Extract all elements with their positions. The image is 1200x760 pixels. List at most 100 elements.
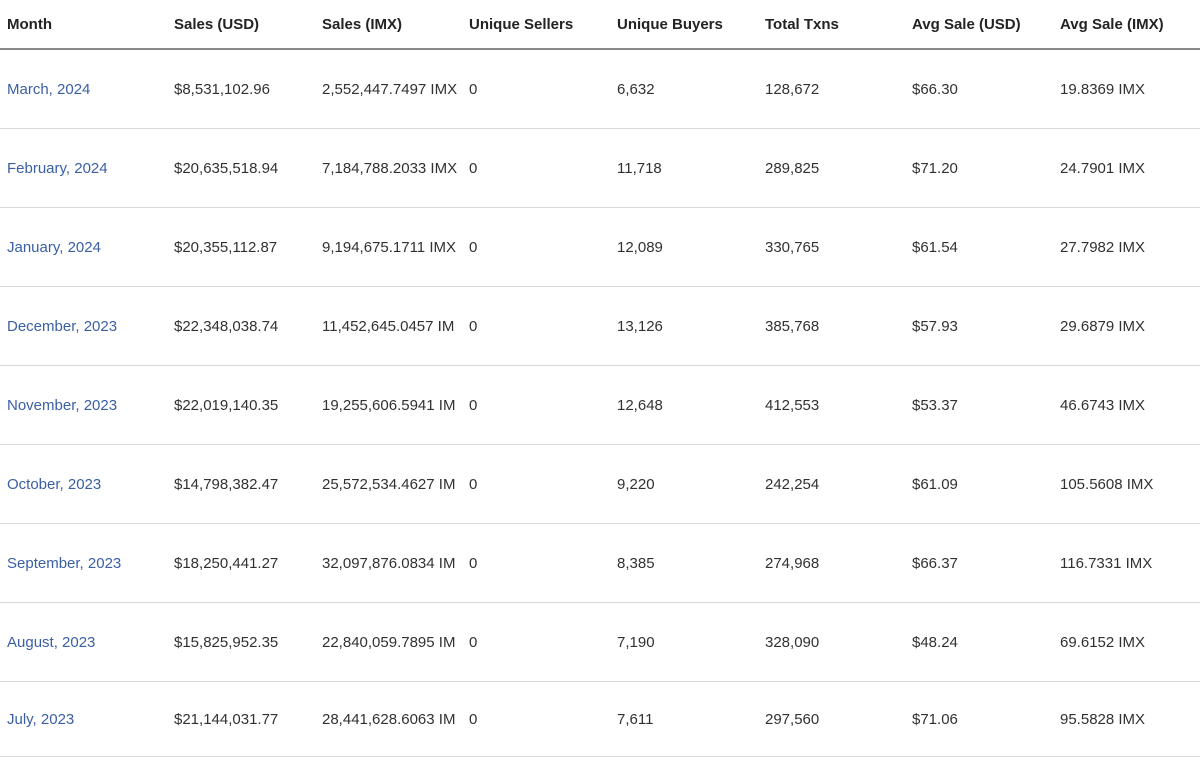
total-txns-cell: 274,968 (758, 523, 905, 603)
month-link[interactable]: November, 2023 (7, 396, 118, 414)
unique-buyers-cell: 7,190 (610, 602, 758, 682)
sales-imx-cell: 11,452,645.0457 IM (315, 286, 462, 366)
unique-buyers-cell: 12,648 (610, 365, 758, 445)
avg-sale-imx-cell: 27.7982 IMX (1053, 207, 1200, 287)
sales-imx-cell: 2,552,447.7497 IMX (315, 49, 462, 129)
avg-sale-usd-cell: $66.30 (905, 49, 1053, 129)
month-link[interactable]: August, 2023 (7, 633, 96, 651)
unique-buyers-cell: 13,126 (610, 286, 758, 366)
sales-imx-cell: 22,840,059.7895 IM (315, 602, 462, 682)
sales-usd-cell: $21,144,031.77 (167, 681, 315, 757)
avg-sale-usd-cell: $71.06 (905, 681, 1053, 757)
month-link[interactable]: September, 2023 (7, 554, 122, 572)
avg-sale-usd-cell: $61.09 (905, 444, 1053, 524)
column-header-avg-sale-usd: Avg Sale (USD) (905, 0, 1053, 50)
table-row: July, 2023 $21,144,031.77 28,441,628.606… (0, 681, 1200, 757)
avg-sale-usd-cell: $48.24 (905, 602, 1053, 682)
avg-sale-usd-cell: $71.20 (905, 128, 1053, 208)
table-row: February, 2024 $20,635,518.94 7,184,788.… (0, 128, 1200, 208)
header-row: Month Sales (USD) Sales (IMX) Unique Sel… (0, 0, 1200, 50)
sales-imx-cell: 25,572,534.4627 IM (315, 444, 462, 524)
unique-buyers-cell: 12,089 (610, 207, 758, 287)
column-header-sales-imx: Sales (IMX) (315, 0, 462, 50)
unique-sellers-cell: 0 (462, 602, 610, 682)
avg-sale-imx-cell: 69.6152 IMX (1053, 602, 1200, 682)
avg-sale-usd-cell: $57.93 (905, 286, 1053, 366)
avg-sale-imx-cell: 46.6743 IMX (1053, 365, 1200, 445)
column-header-unique-sellers: Unique Sellers (462, 0, 610, 50)
month-cell: October, 2023 (0, 444, 167, 524)
unique-sellers-cell: 0 (462, 444, 610, 524)
table-row: March, 2024 $8,531,102.96 2,552,447.7497… (0, 49, 1200, 129)
unique-buyers-cell: 8,385 (610, 523, 758, 603)
sales-usd-cell: $15,825,952.35 (167, 602, 315, 682)
month-link[interactable]: December, 2023 (7, 317, 118, 335)
total-txns-cell: 330,765 (758, 207, 905, 287)
table-row: November, 2023 $22,019,140.35 19,255,606… (0, 365, 1200, 445)
month-link[interactable]: January, 2024 (7, 238, 101, 256)
table-row: December, 2023 $22,348,038.74 11,452,645… (0, 286, 1200, 366)
month-cell: December, 2023 (0, 286, 167, 366)
table-row: August, 2023 $15,825,952.35 22,840,059.7… (0, 602, 1200, 682)
column-header-unique-buyers: Unique Buyers (610, 0, 758, 50)
avg-sale-imx-cell: 95.5828 IMX (1053, 681, 1200, 757)
month-link[interactable]: October, 2023 (7, 475, 102, 493)
unique-sellers-cell: 0 (462, 128, 610, 208)
sales-usd-cell: $18,250,441.27 (167, 523, 315, 603)
month-cell: August, 2023 (0, 602, 167, 682)
sales-imx-cell: 7,184,788.2033 IMX (315, 128, 462, 208)
sales-imx-cell: 32,097,876.0834 IM (315, 523, 462, 603)
month-link[interactable]: February, 2024 (7, 159, 108, 177)
unique-sellers-cell: 0 (462, 49, 610, 129)
month-link[interactable]: July, 2023 (7, 710, 75, 728)
month-cell: July, 2023 (0, 681, 167, 757)
unique-sellers-cell: 0 (462, 681, 610, 757)
avg-sale-usd-cell: $66.37 (905, 523, 1053, 603)
month-link[interactable]: March, 2024 (7, 80, 91, 98)
total-txns-cell: 385,768 (758, 286, 905, 366)
total-txns-cell: 328,090 (758, 602, 905, 682)
sales-usd-cell: $20,635,518.94 (167, 128, 315, 208)
sales-usd-cell: $20,355,112.87 (167, 207, 315, 287)
table-row: October, 2023 $14,798,382.47 25,572,534.… (0, 444, 1200, 524)
column-header-month: Month (0, 0, 167, 50)
sales-usd-cell: $22,348,038.74 (167, 286, 315, 366)
month-cell: February, 2024 (0, 128, 167, 208)
column-header-avg-sale-imx: Avg Sale (IMX) (1053, 0, 1200, 50)
table-row: September, 2023 $18,250,441.27 32,097,87… (0, 523, 1200, 603)
unique-buyers-cell: 7,611 (610, 681, 758, 757)
total-txns-cell: 242,254 (758, 444, 905, 524)
month-cell: November, 2023 (0, 365, 167, 445)
total-txns-cell: 289,825 (758, 128, 905, 208)
unique-buyers-cell: 9,220 (610, 444, 758, 524)
avg-sale-imx-cell: 116.7331 IMX (1053, 523, 1200, 603)
unique-buyers-cell: 6,632 (610, 49, 758, 129)
sales-usd-cell: $22,019,140.35 (167, 365, 315, 445)
sales-imx-cell: 28,441,628.6063 IM (315, 681, 462, 757)
sales-usd-cell: $8,531,102.96 (167, 49, 315, 129)
month-cell: March, 2024 (0, 49, 167, 129)
avg-sale-usd-cell: $53.37 (905, 365, 1053, 445)
month-cell: January, 2024 (0, 207, 167, 287)
month-cell: September, 2023 (0, 523, 167, 603)
sales-imx-cell: 9,194,675.1711 IMX (315, 207, 462, 287)
column-header-sales-usd: Sales (USD) (167, 0, 315, 50)
avg-sale-imx-cell: 105.5608 IMX (1053, 444, 1200, 524)
unique-sellers-cell: 0 (462, 286, 610, 366)
unique-sellers-cell: 0 (462, 207, 610, 287)
unique-buyers-cell: 11,718 (610, 128, 758, 208)
sales-usd-cell: $14,798,382.47 (167, 444, 315, 524)
column-header-total-txns: Total Txns (758, 0, 905, 50)
total-txns-cell: 297,560 (758, 681, 905, 757)
avg-sale-imx-cell: 19.8369 IMX (1053, 49, 1200, 129)
unique-sellers-cell: 0 (462, 365, 610, 445)
total-txns-cell: 412,553 (758, 365, 905, 445)
total-txns-cell: 128,672 (758, 49, 905, 129)
avg-sale-usd-cell: $61.54 (905, 207, 1053, 287)
table-row: January, 2024 $20,355,112.87 9,194,675.1… (0, 207, 1200, 287)
avg-sale-imx-cell: 24.7901 IMX (1053, 128, 1200, 208)
sales-imx-cell: 19,255,606.5941 IM (315, 365, 462, 445)
unique-sellers-cell: 0 (462, 523, 610, 603)
avg-sale-imx-cell: 29.6879 IMX (1053, 286, 1200, 366)
